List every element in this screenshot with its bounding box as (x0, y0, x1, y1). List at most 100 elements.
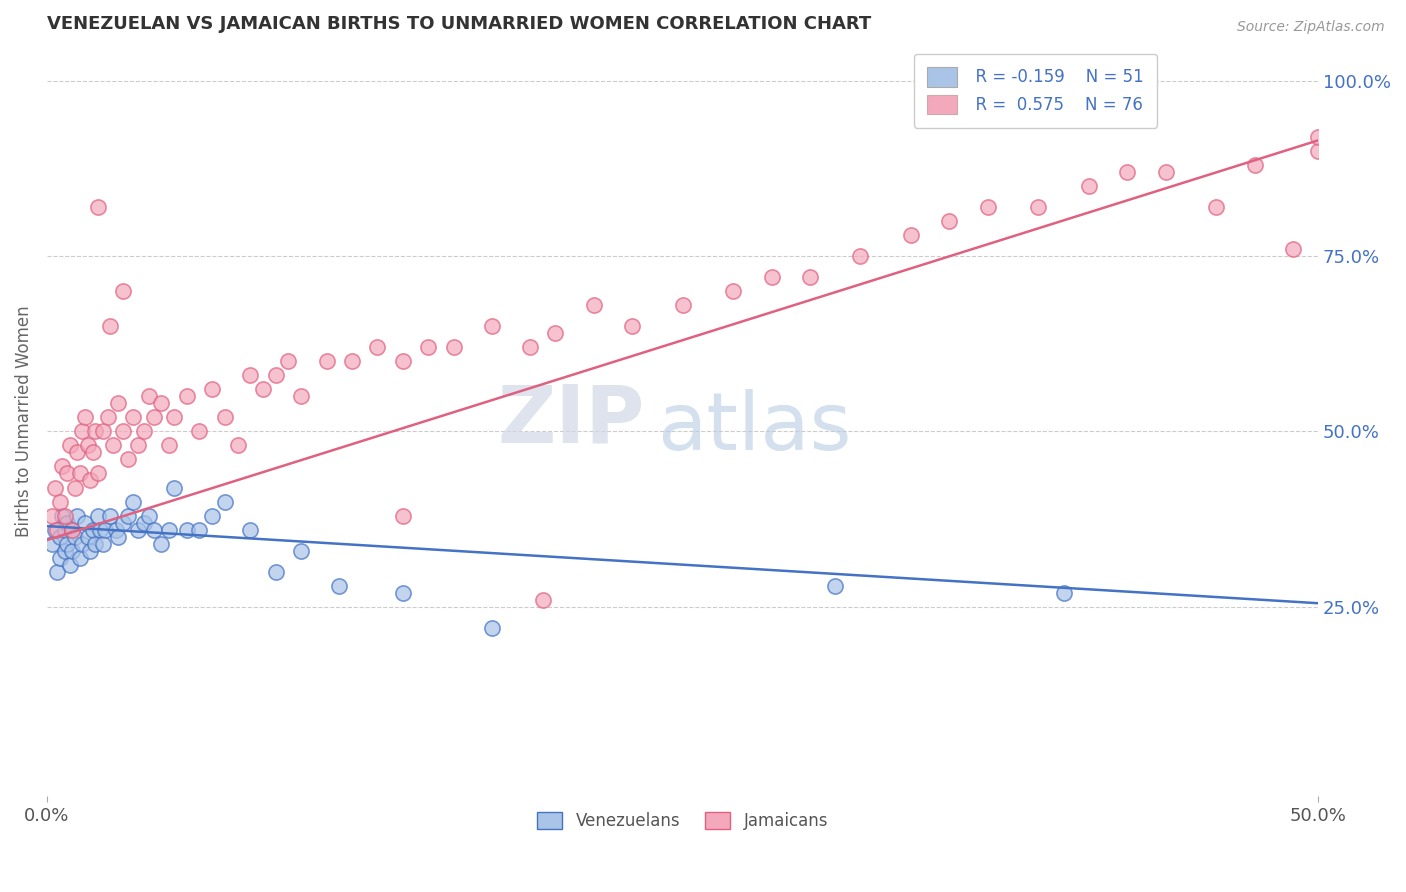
Point (290, 543, 312, 558)
Point (117, 508, 139, 523)
Point (56, 467, 79, 481)
Point (132, 425, 155, 439)
Point (97, 410, 120, 425)
Point (226, 438, 249, 452)
Legend: Venezuelans, Jamaicans: Venezuelans, Jamaicans (530, 805, 835, 837)
Point (150, 536, 173, 550)
Point (723, 284, 745, 298)
Point (849, 249, 872, 263)
Point (48, 494, 70, 508)
Point (76, 530, 98, 544)
Point (59, 438, 82, 452)
Point (79, 543, 101, 558)
Point (63, 481, 86, 495)
Point (163, 481, 186, 495)
Point (122, 494, 145, 508)
Point (1028, 200, 1050, 214)
Point (122, 410, 145, 425)
Point (117, 452, 139, 467)
Point (392, 585, 415, 599)
Point (73, 410, 96, 425)
Point (201, 508, 224, 523)
Point (176, 523, 198, 537)
Point (142, 523, 165, 537)
Point (239, 523, 262, 537)
Point (89, 523, 111, 537)
Point (392, 508, 415, 523)
Point (163, 410, 186, 425)
Point (976, 200, 998, 214)
Point (56, 516, 79, 530)
Point (87, 508, 110, 523)
Point (60, 523, 83, 537)
Point (48, 550, 70, 565)
Point (264, 565, 287, 579)
Point (1116, 165, 1139, 179)
Point (46, 565, 69, 579)
Point (132, 516, 155, 530)
Point (138, 508, 160, 523)
Point (481, 319, 503, 334)
Point (94, 523, 117, 537)
Y-axis label: Births to Unmarried Women: Births to Unmarried Women (15, 305, 32, 537)
Point (1154, 165, 1177, 179)
Point (100, 508, 122, 523)
Point (100, 319, 122, 334)
Point (214, 494, 236, 508)
Text: VENEZUELAN VS JAMAICAN BIRTHS TO UNMARRIED WOMEN CORRELATION CHART: VENEZUELAN VS JAMAICAN BIRTHS TO UNMARRI… (46, 15, 872, 33)
Point (51, 459, 73, 474)
Point (328, 579, 350, 593)
Point (82, 445, 104, 459)
Point (340, 354, 363, 368)
Point (107, 530, 129, 544)
Point (519, 340, 541, 354)
Point (214, 410, 236, 425)
Point (56, 536, 79, 550)
Point (1281, 242, 1303, 256)
Point (1243, 158, 1265, 172)
Point (138, 389, 160, 403)
Point (1078, 178, 1101, 193)
Point (481, 621, 503, 635)
Point (150, 396, 173, 410)
Point (84, 425, 107, 439)
Point (188, 523, 211, 537)
Point (91, 536, 114, 550)
Point (1308, 129, 1330, 144)
Point (157, 438, 180, 452)
Point (824, 579, 846, 593)
Point (315, 354, 337, 368)
Point (66, 508, 89, 523)
Point (1308, 144, 1330, 158)
Point (41, 508, 63, 523)
Point (761, 270, 783, 285)
Point (201, 382, 224, 396)
Point (277, 354, 299, 368)
Point (59, 558, 82, 572)
Point (69, 550, 91, 565)
Point (60, 523, 83, 537)
Text: Source: ZipAtlas.com: Source: ZipAtlas.com (1237, 20, 1385, 34)
Point (671, 298, 693, 312)
Point (46, 523, 69, 537)
Point (366, 340, 388, 354)
Point (443, 340, 465, 354)
Point (112, 284, 135, 298)
Text: atlas: atlas (657, 390, 852, 467)
Point (176, 389, 198, 403)
Point (799, 270, 821, 285)
Point (290, 389, 312, 403)
Point (900, 227, 922, 242)
Point (87, 467, 110, 481)
Point (69, 467, 91, 481)
Point (938, 214, 960, 228)
Point (72, 425, 94, 439)
Point (76, 438, 98, 452)
Point (1205, 200, 1227, 214)
Point (582, 298, 605, 312)
Point (87, 200, 110, 214)
Point (142, 410, 165, 425)
Point (41, 536, 63, 550)
Point (84, 536, 107, 550)
Point (239, 368, 262, 383)
